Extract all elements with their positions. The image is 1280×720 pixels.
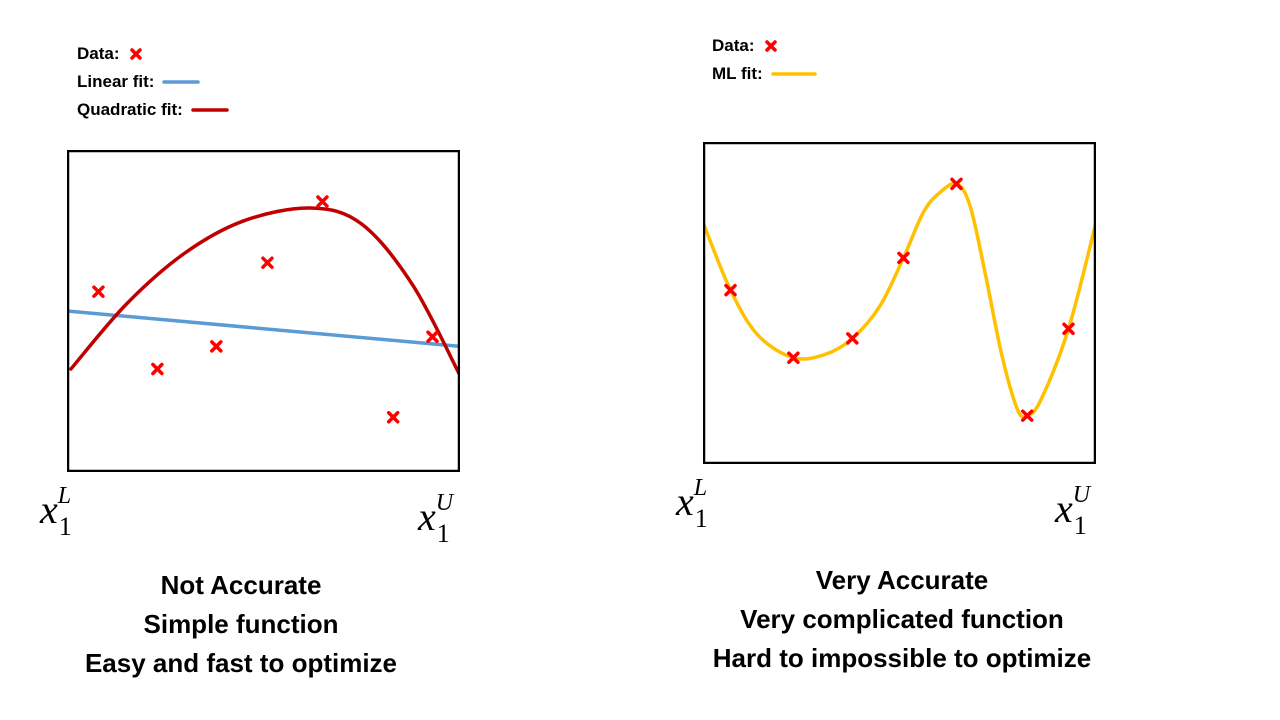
data-point	[787, 351, 800, 364]
right-legend: Data: ML fit:	[712, 32, 819, 88]
data-point	[1062, 322, 1075, 336]
axis-label-superscript: L	[57, 483, 72, 509]
data-point	[386, 411, 400, 424]
caption-line-optimization: Easy and fast to optimize	[84, 648, 398, 678]
plot-frame	[67, 150, 460, 472]
axis-label-base: x	[676, 479, 694, 524]
legend-label-data: Data:	[77, 44, 120, 63]
axis-label-subscript: 1	[694, 504, 708, 533]
caption-line-optimization: Hard to impossible to optimize	[712, 643, 1092, 673]
axis-label-subscript: 1	[1073, 511, 1087, 540]
data-point	[426, 330, 439, 344]
legend-item-data: Data:	[77, 40, 231, 68]
left-x-lower-label: x1 L	[40, 484, 72, 540]
cross-marker-icon	[129, 48, 142, 60]
data-point	[724, 283, 737, 297]
right-x-upper-label: x1 U	[1055, 483, 1090, 539]
axis-label-subscript: 1	[436, 519, 450, 548]
right-x-lower-label: x1 L	[676, 476, 708, 532]
caption-line-complexity: Simple function	[143, 609, 339, 639]
quadratic-line-swatch-icon	[191, 108, 229, 112]
axis-label-base: x	[40, 487, 58, 532]
left-legend: Data: Linear fit: Quadratic fit:	[77, 40, 231, 124]
data-point	[1020, 409, 1034, 422]
axis-label-subscript: 1	[58, 512, 72, 541]
axis-label-superscript: U	[1072, 482, 1091, 508]
left-x-upper-label: x1 U	[418, 491, 453, 547]
legend-label-data: Data:	[712, 36, 755, 55]
ml-fit-line	[703, 181, 1096, 419]
legend-label-linear: Linear fit:	[77, 72, 155, 91]
plot-frame	[703, 142, 1096, 464]
data-point	[950, 177, 963, 191]
quadratic-fit-line	[69, 206, 460, 378]
axis-label-superscript: L	[693, 475, 708, 501]
right-caption: Very Accurate Very complicated function …	[652, 561, 1152, 678]
legend-item-quadratic: Quadratic fit:	[77, 96, 231, 124]
left-caption: Not Accurate Simple function Easy and fa…	[41, 566, 441, 683]
data-point	[210, 340, 223, 353]
data-point	[151, 362, 164, 376]
linear-fit-line	[67, 309, 460, 349]
left-chart	[67, 150, 460, 472]
data-point	[261, 256, 274, 269]
data-point	[316, 195, 329, 208]
data-point	[897, 251, 910, 265]
legend-item-ml: ML fit:	[712, 60, 819, 88]
legend-label-ml: ML fit:	[712, 64, 763, 83]
linear-line-swatch-icon	[162, 80, 201, 84]
axis-label-base: x	[1055, 486, 1073, 531]
axis-label-base: x	[418, 494, 436, 539]
cross-marker-icon	[764, 40, 777, 52]
axis-label-superscript: U	[435, 490, 454, 516]
caption-line-accuracy: Very Accurate	[815, 565, 989, 595]
legend-item-data: Data:	[712, 32, 819, 60]
legend-item-linear: Linear fit:	[77, 68, 231, 96]
data-point	[92, 285, 105, 298]
caption-line-accuracy: Not Accurate	[160, 570, 322, 600]
caption-line-complexity: Very complicated function	[740, 604, 1064, 634]
data-point	[846, 332, 859, 345]
ml-line-swatch-icon	[770, 72, 817, 76]
right-chart	[703, 142, 1096, 464]
legend-label-quadratic: Quadratic fit:	[77, 100, 183, 119]
